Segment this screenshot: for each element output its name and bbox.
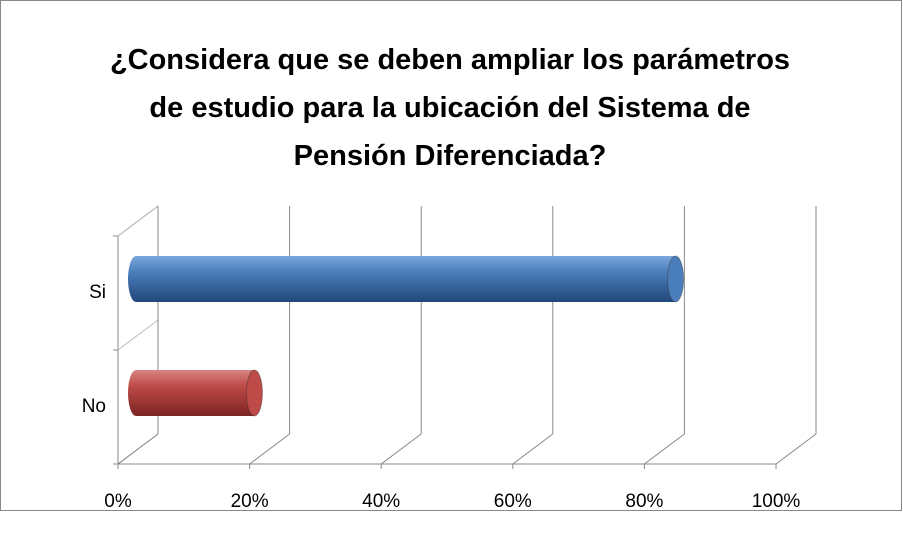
- bar-end-cap: [667, 255, 685, 303]
- chart-title: ¿Considera que se deben ampliar los pará…: [109, 44, 791, 172]
- y-tick-label: Si: [89, 282, 106, 303]
- bar-body: [136, 256, 676, 302]
- bar-start-cap: [128, 256, 144, 302]
- chart-border: [0, 0, 902, 511]
- x-tick-label: 100%: [752, 491, 801, 512]
- grid-line: [775, 433, 817, 465]
- x-tick-label: 0%: [104, 491, 132, 512]
- bar: [128, 255, 685, 303]
- x-tick-label: 40%: [362, 491, 400, 512]
- wall-line: [117, 205, 159, 237]
- y-tick-label: No: [82, 396, 106, 417]
- grid-line: [117, 433, 159, 465]
- grid-line: [249, 433, 290, 465]
- grid-line: [512, 433, 554, 465]
- x-tick-label: 20%: [231, 491, 269, 512]
- bar-end-cap: [245, 369, 263, 417]
- x-tick-label: 80%: [625, 491, 663, 512]
- x-tick-label: 60%: [494, 491, 532, 512]
- wall-line: [117, 319, 159, 351]
- grid-line: [380, 433, 422, 465]
- bar: [128, 369, 263, 417]
- grid-line: [644, 433, 685, 465]
- bar-start-cap: [128, 370, 144, 416]
- bar-body: [136, 370, 255, 416]
